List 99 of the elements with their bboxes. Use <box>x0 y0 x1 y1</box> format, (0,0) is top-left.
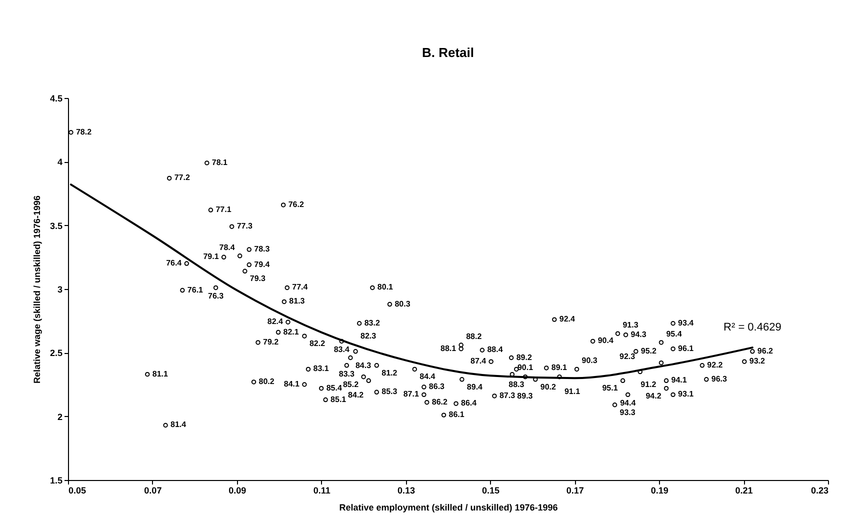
annotation: 93.1 <box>678 390 694 399</box>
annotation: 82.1 <box>283 327 300 336</box>
annotation: 91.1 <box>564 386 581 396</box>
annotation: 93.4 <box>678 318 694 328</box>
annotation: 77.4 <box>292 282 308 292</box>
annotation: 93.2 <box>749 356 766 366</box>
annotation: 76.2 <box>288 200 304 209</box>
annotation: 90.3 <box>582 356 598 366</box>
annotation: 77.1 <box>216 205 232 214</box>
y-tick-label: 1.5 <box>50 476 62 486</box>
annotation: 89.2 <box>516 352 532 362</box>
annotation: 94.4 <box>620 398 636 408</box>
annotation: 89.3 <box>517 391 534 400</box>
annotation: 96.1 <box>678 344 694 353</box>
y-tick-label: 4 <box>57 157 62 168</box>
annotation: 84.4 <box>420 372 436 382</box>
annotation: 92.2 <box>707 360 724 370</box>
annotation: 78.2 <box>76 127 92 136</box>
annotation: 95.1 <box>602 384 618 393</box>
annotation: 87.1 <box>403 390 420 399</box>
annotation: 94.1 <box>671 376 688 385</box>
annotation: 83.3 <box>338 369 355 378</box>
annotation: 82.2 <box>309 339 326 348</box>
annotation: 85.3 <box>382 387 398 396</box>
annotation: 95.4 <box>666 329 682 338</box>
annotation: 83.2 <box>364 318 380 328</box>
annotation: 84.2 <box>348 390 364 400</box>
annotation: 92.3 <box>620 352 636 361</box>
x-axis-title: Relative employment (skilled / unskilled) 1976-1996 <box>339 502 558 512</box>
annotation: 82.3 <box>360 331 377 340</box>
annotation: 94.2 <box>646 391 662 400</box>
y-tick-label: 4.5 <box>50 94 62 104</box>
annotation: 96.2 <box>757 346 774 356</box>
annotation: 79.1 <box>203 252 220 262</box>
annotation: 95.2 <box>640 346 658 356</box>
annotation: 77.2 <box>174 173 190 182</box>
annotation: 96.3 <box>711 374 728 384</box>
annotation: 87.3 <box>499 390 516 400</box>
annotation: 85.1 <box>330 394 347 404</box>
annotation: 81.4 <box>170 420 187 430</box>
annotation: 85.2 <box>342 380 360 389</box>
annotation: 89.1 <box>551 362 568 372</box>
annotation: 90.1 <box>517 362 534 372</box>
annotation: 86.3 <box>428 382 446 392</box>
annotation: 81.2 <box>382 368 398 378</box>
y-tick-label: 2.5 <box>50 348 62 358</box>
chart-title: B. Retail <box>422 45 474 60</box>
y-tick-label: 2 <box>57 412 62 422</box>
annotation: 84.3 <box>355 360 372 370</box>
annotation: 79.2 <box>263 337 280 346</box>
annotation: 88.2 <box>466 332 482 342</box>
annotation: 76.3 <box>208 292 224 301</box>
annotation: 93.3 <box>620 408 636 417</box>
annotation: 87.4 <box>470 356 487 366</box>
annotation: 85.4 <box>326 383 342 392</box>
annotation: 80.1 <box>377 282 394 292</box>
annotation: 92.4 <box>559 314 576 324</box>
x-tick-label: 0.09 <box>228 486 246 496</box>
annotation: 80.3 <box>394 299 411 308</box>
annotation: 86.4 <box>461 398 478 408</box>
annotation: 86.2 <box>432 397 448 406</box>
x-tick-label: 0.15 <box>482 486 500 496</box>
annotation: 78.4 <box>219 242 236 252</box>
annotation: 76.4 <box>166 258 182 268</box>
x-tick-label: 0.11 <box>313 486 330 496</box>
y-tick-label: 3.5 <box>50 220 62 231</box>
annotation: 89.4 <box>466 382 484 392</box>
x-tick-label: 0.13 <box>398 486 416 496</box>
annotation: 84.1 <box>284 380 300 388</box>
x-tick-label: 0.07 <box>144 486 162 496</box>
annotation: 79.3 <box>250 274 266 284</box>
x-tick-label: 0.17 <box>566 486 584 496</box>
annotation: 82.4 <box>267 317 284 326</box>
annotation: 76.1 <box>187 285 204 294</box>
annotation: 88.3 <box>508 380 525 390</box>
annotation: 83.4 <box>334 345 350 354</box>
annotation: 81.3 <box>289 296 306 306</box>
annotation: 91.2 <box>640 380 657 389</box>
annotation: 80.2 <box>258 376 275 386</box>
annotation: 77.3 <box>236 222 253 231</box>
annotation: 78.3 <box>254 244 270 254</box>
annotation: 91.3 <box>622 320 639 330</box>
annotation: 88.4 <box>487 345 504 354</box>
annotation: 86.1 <box>448 410 465 420</box>
annotation: 79.4 <box>254 260 270 269</box>
annotation: 81.1 <box>152 369 168 378</box>
y-axis-title: Relative wage (skilled / unskilled) 1976-1996 <box>32 195 42 384</box>
x-tick-label: 0.21 <box>735 486 753 496</box>
x-tick-label: 0.05 <box>68 486 86 496</box>
annotation: 88.1 <box>440 344 457 353</box>
annotation: 90.4 <box>598 336 614 346</box>
x-tick-label: 0.19 <box>650 486 668 496</box>
x-tick-label: 0.23 <box>810 486 828 496</box>
annotation: 94.3 <box>630 330 647 339</box>
y-tick-label: 3 <box>57 284 62 294</box>
annotation: 90.2 <box>540 382 557 392</box>
annotation: 78.1 <box>212 158 228 167</box>
annotation: R² = 0.4629 <box>724 322 782 334</box>
annotation: 83.1 <box>313 364 330 374</box>
